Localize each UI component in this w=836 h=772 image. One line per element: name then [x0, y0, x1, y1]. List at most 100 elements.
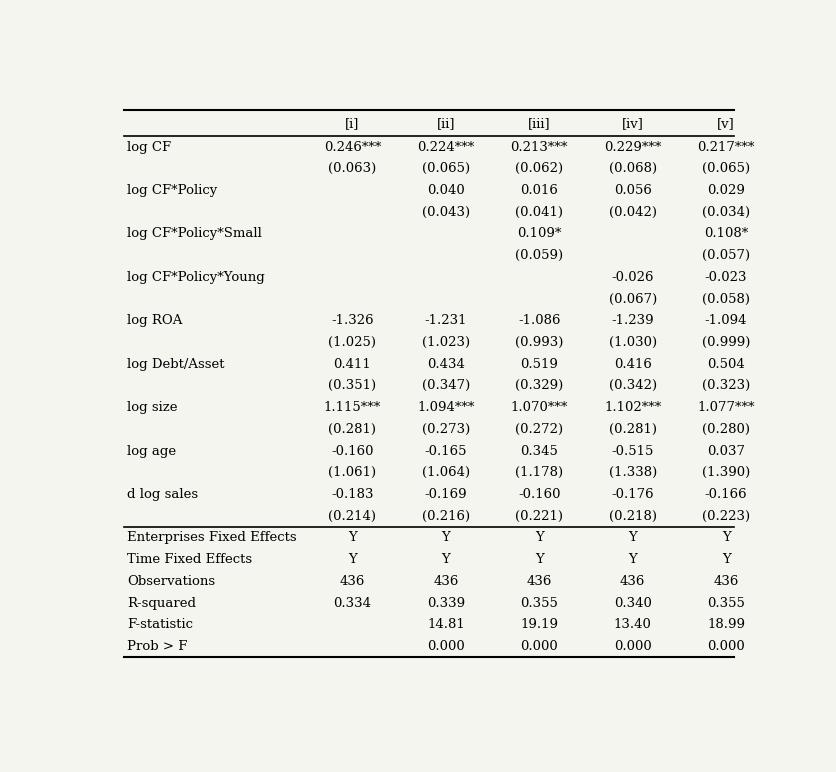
Text: -0.176: -0.176 — [610, 488, 653, 501]
Text: (0.223): (0.223) — [701, 510, 749, 523]
Text: 0.416: 0.416 — [613, 357, 650, 371]
Text: (1.338): (1.338) — [608, 466, 656, 479]
Text: (0.329): (0.329) — [514, 379, 563, 392]
Text: (1.030): (1.030) — [608, 336, 656, 349]
Text: 1.070***: 1.070*** — [510, 401, 568, 414]
Text: 0.056: 0.056 — [613, 184, 650, 197]
Text: (1.061): (1.061) — [328, 466, 376, 479]
Text: 0.000: 0.000 — [520, 640, 558, 653]
Text: Y: Y — [721, 554, 730, 566]
Text: (0.347): (0.347) — [421, 379, 469, 392]
Text: (0.221): (0.221) — [515, 510, 563, 523]
Text: (0.281): (0.281) — [328, 423, 376, 436]
Text: Observations: Observations — [127, 575, 215, 587]
Text: (0.218): (0.218) — [608, 510, 656, 523]
Text: (1.025): (1.025) — [328, 336, 376, 349]
Text: 0.340: 0.340 — [613, 597, 650, 610]
Text: -0.026: -0.026 — [610, 271, 653, 284]
Text: 0.519: 0.519 — [520, 357, 558, 371]
Text: Y: Y — [348, 531, 356, 544]
Text: [i]: [i] — [344, 117, 359, 130]
Text: Y: Y — [721, 531, 730, 544]
Text: log CF*Policy: log CF*Policy — [127, 184, 217, 197]
Text: (0.351): (0.351) — [328, 379, 376, 392]
Text: Enterprises Fixed Effects: Enterprises Fixed Effects — [127, 531, 297, 544]
Text: log CF*Policy*Young: log CF*Policy*Young — [127, 271, 265, 284]
Text: d log sales: d log sales — [127, 488, 198, 501]
Text: 436: 436 — [432, 575, 458, 587]
Text: 0.000: 0.000 — [613, 640, 650, 653]
Text: 0.345: 0.345 — [520, 445, 558, 458]
Text: Y: Y — [534, 531, 543, 544]
Text: 436: 436 — [619, 575, 645, 587]
Text: (0.057): (0.057) — [701, 249, 749, 262]
Text: -0.166: -0.166 — [704, 488, 747, 501]
Text: 0.037: 0.037 — [706, 445, 744, 458]
Text: (1.023): (1.023) — [421, 336, 469, 349]
Text: 13.40: 13.40 — [613, 618, 650, 631]
Text: 0.334: 0.334 — [333, 597, 371, 610]
Text: (0.034): (0.034) — [701, 205, 749, 218]
Text: (0.280): (0.280) — [701, 423, 749, 436]
Text: 0.339: 0.339 — [426, 597, 464, 610]
Text: Y: Y — [628, 554, 636, 566]
Text: log age: log age — [127, 445, 176, 458]
Text: log size: log size — [127, 401, 177, 414]
Text: 18.99: 18.99 — [706, 618, 744, 631]
Text: -1.326: -1.326 — [331, 314, 374, 327]
Text: [v]: [v] — [716, 117, 734, 130]
Text: Y: Y — [348, 554, 356, 566]
Text: [iii]: [iii] — [528, 117, 550, 130]
Text: (0.041): (0.041) — [515, 205, 563, 218]
Text: [iv]: [iv] — [621, 117, 643, 130]
Text: 0.217***: 0.217*** — [696, 141, 754, 154]
Text: (0.273): (0.273) — [421, 423, 469, 436]
Text: 1.102***: 1.102*** — [604, 401, 660, 414]
Text: (0.993): (0.993) — [514, 336, 563, 349]
Text: 0.355: 0.355 — [706, 597, 744, 610]
Text: (0.065): (0.065) — [421, 162, 469, 175]
Text: 0.016: 0.016 — [520, 184, 558, 197]
Text: 14.81: 14.81 — [426, 618, 464, 631]
Text: 0.213***: 0.213*** — [510, 141, 568, 154]
Text: 0.040: 0.040 — [426, 184, 464, 197]
Text: 0.229***: 0.229*** — [604, 141, 660, 154]
Text: 436: 436 — [712, 575, 738, 587]
Text: Time Fixed Effects: Time Fixed Effects — [127, 554, 252, 566]
Text: Y: Y — [534, 554, 543, 566]
Text: 0.109*: 0.109* — [517, 228, 561, 240]
Text: 0.434: 0.434 — [426, 357, 464, 371]
Text: (0.216): (0.216) — [421, 510, 469, 523]
Text: (0.043): (0.043) — [421, 205, 469, 218]
Text: log ROA: log ROA — [127, 314, 182, 327]
Text: -0.023: -0.023 — [704, 271, 747, 284]
Text: 436: 436 — [339, 575, 364, 587]
Text: Prob > F: Prob > F — [127, 640, 187, 653]
Text: 1.115***: 1.115*** — [324, 401, 380, 414]
Text: log CF: log CF — [127, 141, 171, 154]
Text: 1.094***: 1.094*** — [416, 401, 474, 414]
Text: Y: Y — [441, 554, 450, 566]
Text: (0.062): (0.062) — [515, 162, 563, 175]
Text: 0.224***: 0.224*** — [416, 141, 474, 154]
Text: (0.281): (0.281) — [608, 423, 656, 436]
Text: (0.323): (0.323) — [701, 379, 749, 392]
Text: (0.342): (0.342) — [608, 379, 656, 392]
Text: log Debt/Asset: log Debt/Asset — [127, 357, 225, 371]
Text: (0.214): (0.214) — [328, 510, 376, 523]
Text: Y: Y — [441, 531, 450, 544]
Text: (0.063): (0.063) — [328, 162, 376, 175]
Text: R-squared: R-squared — [127, 597, 196, 610]
Text: -0.183: -0.183 — [331, 488, 373, 501]
Text: (1.064): (1.064) — [421, 466, 469, 479]
Text: [ii]: [ii] — [436, 117, 455, 130]
Text: (1.390): (1.390) — [701, 466, 749, 479]
Text: -0.515: -0.515 — [611, 445, 653, 458]
Text: (0.058): (0.058) — [701, 293, 749, 306]
Text: 0.029: 0.029 — [706, 184, 744, 197]
Text: 0.000: 0.000 — [706, 640, 744, 653]
Text: 0.504: 0.504 — [706, 357, 744, 371]
Text: (1.178): (1.178) — [515, 466, 563, 479]
Text: 0.355: 0.355 — [520, 597, 558, 610]
Text: (0.059): (0.059) — [515, 249, 563, 262]
